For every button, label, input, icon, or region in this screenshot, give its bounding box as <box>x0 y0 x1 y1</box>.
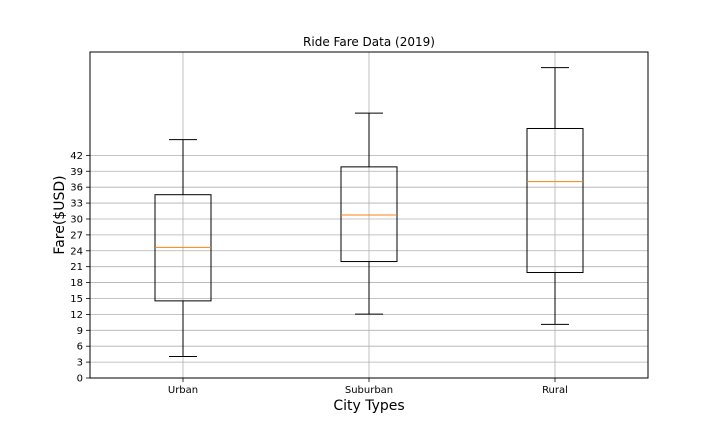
y-tick-label: 42 <box>70 151 83 162</box>
y-tick-label: 33 <box>70 199 83 210</box>
x-tick-label: Suburban <box>345 385 393 396</box>
y-tick-label: 24 <box>70 246 83 257</box>
y-tick-label: 30 <box>70 214 83 225</box>
iqr-box <box>340 166 398 263</box>
x-tick-label: Urban <box>168 385 198 396</box>
box-rural <box>526 67 584 325</box>
y-tick-label: 3 <box>77 358 83 369</box>
y-tick-label: 36 <box>70 183 83 194</box>
boxes-group <box>154 67 584 358</box>
x-axis-label: City Types <box>333 398 404 414</box>
y-tick-label: 6 <box>77 342 83 353</box>
box-suburban <box>340 112 398 315</box>
box-urban <box>154 139 212 358</box>
y-tick-label: 18 <box>70 278 83 289</box>
y-tick-label: 39 <box>70 167 83 178</box>
y-tick-label: 9 <box>77 326 83 337</box>
x-tick-label: Rural <box>542 385 568 396</box>
y-axis-label: Fare($USD) <box>52 175 68 254</box>
y-tick-label: 12 <box>70 310 83 321</box>
iqr-box <box>526 127 584 274</box>
chart-title: Ride Fare Data (2019) <box>303 35 435 49</box>
y-tick-label: 15 <box>70 294 83 305</box>
y-tick-label: 21 <box>70 262 83 273</box>
y-tick-label: 0 <box>77 374 83 385</box>
y-tick-label: 27 <box>70 230 83 241</box>
